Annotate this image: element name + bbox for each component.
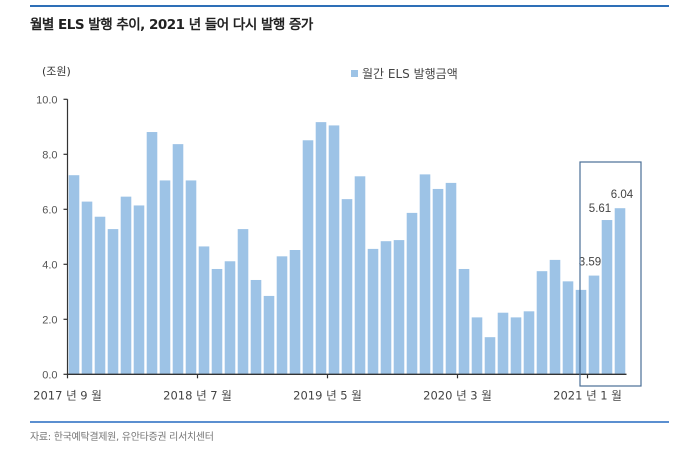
bar [341,199,353,375]
bar [224,261,236,375]
y-axis-unit: (조원) [42,65,71,78]
bar [250,279,262,375]
bar [302,140,314,375]
bar [81,201,93,375]
bar [614,208,626,375]
bar [133,205,145,375]
y-tick-label: 2.0 [42,314,57,326]
bar [107,229,119,375]
bar [471,317,483,375]
legend: 월간 ELS 발행금액 [351,65,458,82]
y-tick-label: 0.0 [42,369,57,381]
bar [198,246,210,375]
legend-swatch-icon [351,70,358,77]
bar [419,174,431,375]
bar [120,196,132,375]
bar [575,289,587,375]
highlight-box [579,161,642,387]
bar [146,132,158,375]
bar [276,256,288,375]
bar [497,312,509,375]
data-label: 5.61 [589,203,611,215]
data-label: 3.59 [579,257,601,269]
bar [588,275,600,375]
bar [185,180,197,375]
x-tick-label: 2018 년 7 월 [163,388,232,402]
x-tick-label: 2017 년 9 월 [33,388,102,402]
bar-chart: 0.0 2.0 4.0 6.0 8.0 10.0 2017 년 9 월 2018 년 7 월 2… [33,94,642,402]
bar [354,176,366,375]
bar [237,229,249,375]
bar [94,216,106,375]
y-tick-label: 6.0 [42,204,57,216]
bar [289,250,301,375]
bar [393,240,405,375]
bar [484,337,496,375]
bar [562,281,574,375]
bar [367,248,379,375]
bar [549,259,561,375]
bottom-rule [30,421,669,423]
bar [315,122,327,375]
bar [380,241,392,375]
bar [68,175,80,375]
legend-label: 월간 ELS 발행금액 [362,67,458,81]
bar [536,271,548,375]
x-tick-label: 2019 년 5 월 [293,388,362,402]
x-tick-label: 2020 년 3 월 [423,388,492,402]
y-tick-label: 10.0 [36,94,57,106]
bar [328,125,340,375]
chart-title: 월별 ELS 발행 추이, 2021 년 들어 다시 발행 증가 [30,17,313,33]
bar [159,180,171,375]
bar [172,144,184,375]
y-tick-label: 8.0 [42,149,57,161]
bar [211,268,223,375]
bar [432,188,444,375]
bar [510,317,522,375]
top-rule [30,5,669,7]
bar [458,268,470,375]
bar [406,212,418,375]
bar [523,311,535,375]
bar [263,295,275,375]
data-label: 6.04 [611,189,634,201]
source-note: 자료: 한국예탁결제원, 유안타증권 리서치센터 [30,432,214,443]
bar [445,182,457,375]
y-tick-label: 4.0 [42,259,57,271]
bar [601,220,613,375]
x-tick-label: 2021 년 1 월 [553,388,622,402]
